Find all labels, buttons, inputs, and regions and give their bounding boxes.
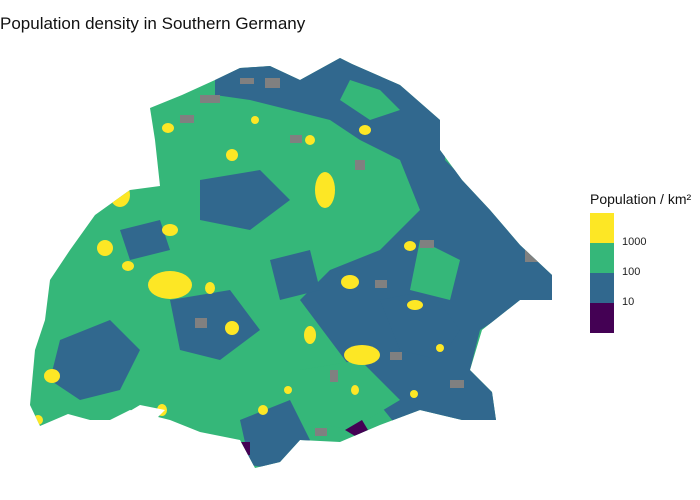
legend-label-10: 10 — [622, 296, 635, 308]
legend-title: Population / km² — [590, 191, 692, 207]
legend-swatch-10-100 — [590, 273, 614, 303]
density-100-1000-patches — [300, 80, 460, 430]
lake-constance-gap — [115, 405, 165, 428]
legend-label-100: 100 — [622, 266, 641, 278]
density-10-100-regions — [50, 58, 552, 468]
legend-swatch-over-1000 — [590, 213, 614, 243]
legend-swatch-under-10 — [590, 303, 614, 333]
legend-label-1000: 1000 — [622, 236, 647, 248]
map-title: Population density in Southern Germany — [0, 14, 306, 33]
legend-swatch-100-1000 — [590, 243, 614, 273]
